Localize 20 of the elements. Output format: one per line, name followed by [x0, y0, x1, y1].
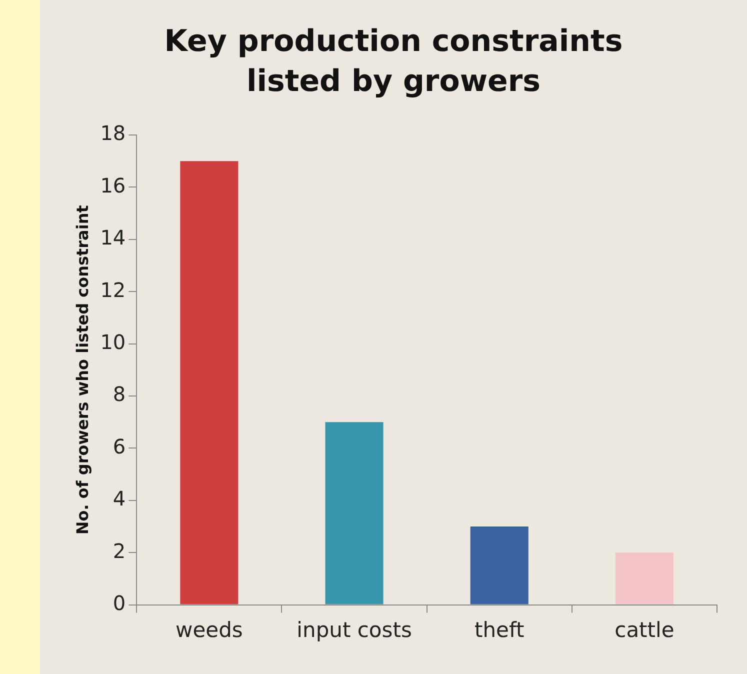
- x-tick-label: weeds: [176, 618, 243, 642]
- bar: [470, 526, 528, 604]
- y-tick-label: 16: [100, 173, 126, 198]
- x-tick-label: theft: [474, 618, 524, 642]
- bar: [180, 161, 238, 604]
- x-tick-label: cattle: [614, 618, 674, 642]
- y-tick-label: 2: [112, 538, 126, 563]
- y-tick-label: 6: [112, 434, 126, 458]
- y-tick-label: 12: [100, 278, 126, 302]
- y-tick-label: 4: [112, 486, 126, 511]
- y-tick-label: 14: [100, 226, 126, 250]
- bar: [325, 422, 384, 604]
- y-axis-title: No. of growers who listed constraint: [72, 204, 92, 535]
- chart-title: Key production constraints listed by growers: [163, 23, 624, 101]
- bar: [615, 552, 674, 604]
- y-tick-label: 10: [100, 330, 126, 354]
- y-tick-label: 8: [112, 382, 126, 406]
- y-tick-label: 0: [112, 591, 126, 616]
- y-tick-label: 18: [100, 121, 126, 146]
- x-tick-label: input costs: [296, 618, 412, 642]
